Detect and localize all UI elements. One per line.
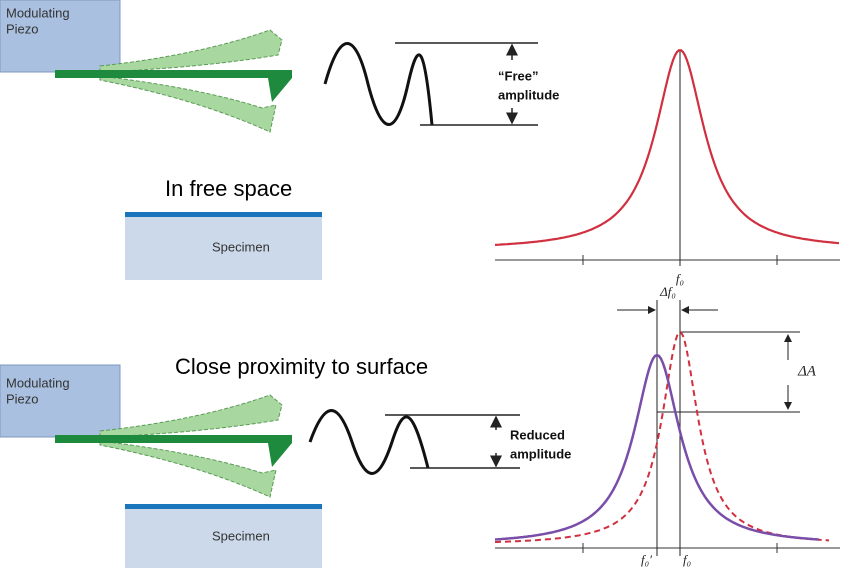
wave [323, 42, 434, 126]
caption: In free space [165, 176, 292, 201]
amplitude-label: “Free” [498, 68, 538, 83]
cantilever [55, 70, 292, 102]
freq-label: f₀ [683, 552, 691, 567]
piezo-label: Piezo [6, 391, 39, 406]
shifted-curve [494, 353, 820, 541]
specimen-label: Specimen [212, 528, 270, 543]
freq-label: f₀′ [641, 552, 652, 567]
piezo [0, 0, 121, 73]
cantilever-up [99, 394, 283, 438]
amplitude-label: amplitude [510, 446, 571, 461]
bottom-panel: Close proximity to surface Modulating Pi… [0, 284, 840, 568]
amplitude-label: amplitude [498, 87, 559, 102]
wave [308, 409, 430, 475]
cantilever-up [99, 29, 283, 73]
freq-label: f₀ [676, 271, 684, 286]
piezo-label: Modulating [6, 375, 70, 390]
cantilever [55, 435, 292, 467]
free-curve [495, 331, 830, 543]
cantilever-down [99, 75, 277, 133]
shift-label: Δf₀ [659, 284, 676, 299]
piezo-label: Piezo [6, 21, 39, 36]
resonance-curve [494, 49, 840, 246]
specimen-label: Specimen [212, 239, 270, 254]
specimen [125, 506, 322, 568]
amplitude-label: Reduced [510, 427, 565, 442]
caption: Close proximity to surface [175, 354, 428, 379]
top-panel: Modulating Piezo “Free” amplitude In fre… [0, 0, 840, 286]
piezo-label: Modulating [6, 5, 70, 20]
specimen [125, 214, 322, 280]
cantilever-down [99, 440, 277, 498]
delta-a-label: ΔA [797, 363, 817, 379]
piezo [0, 364, 121, 438]
